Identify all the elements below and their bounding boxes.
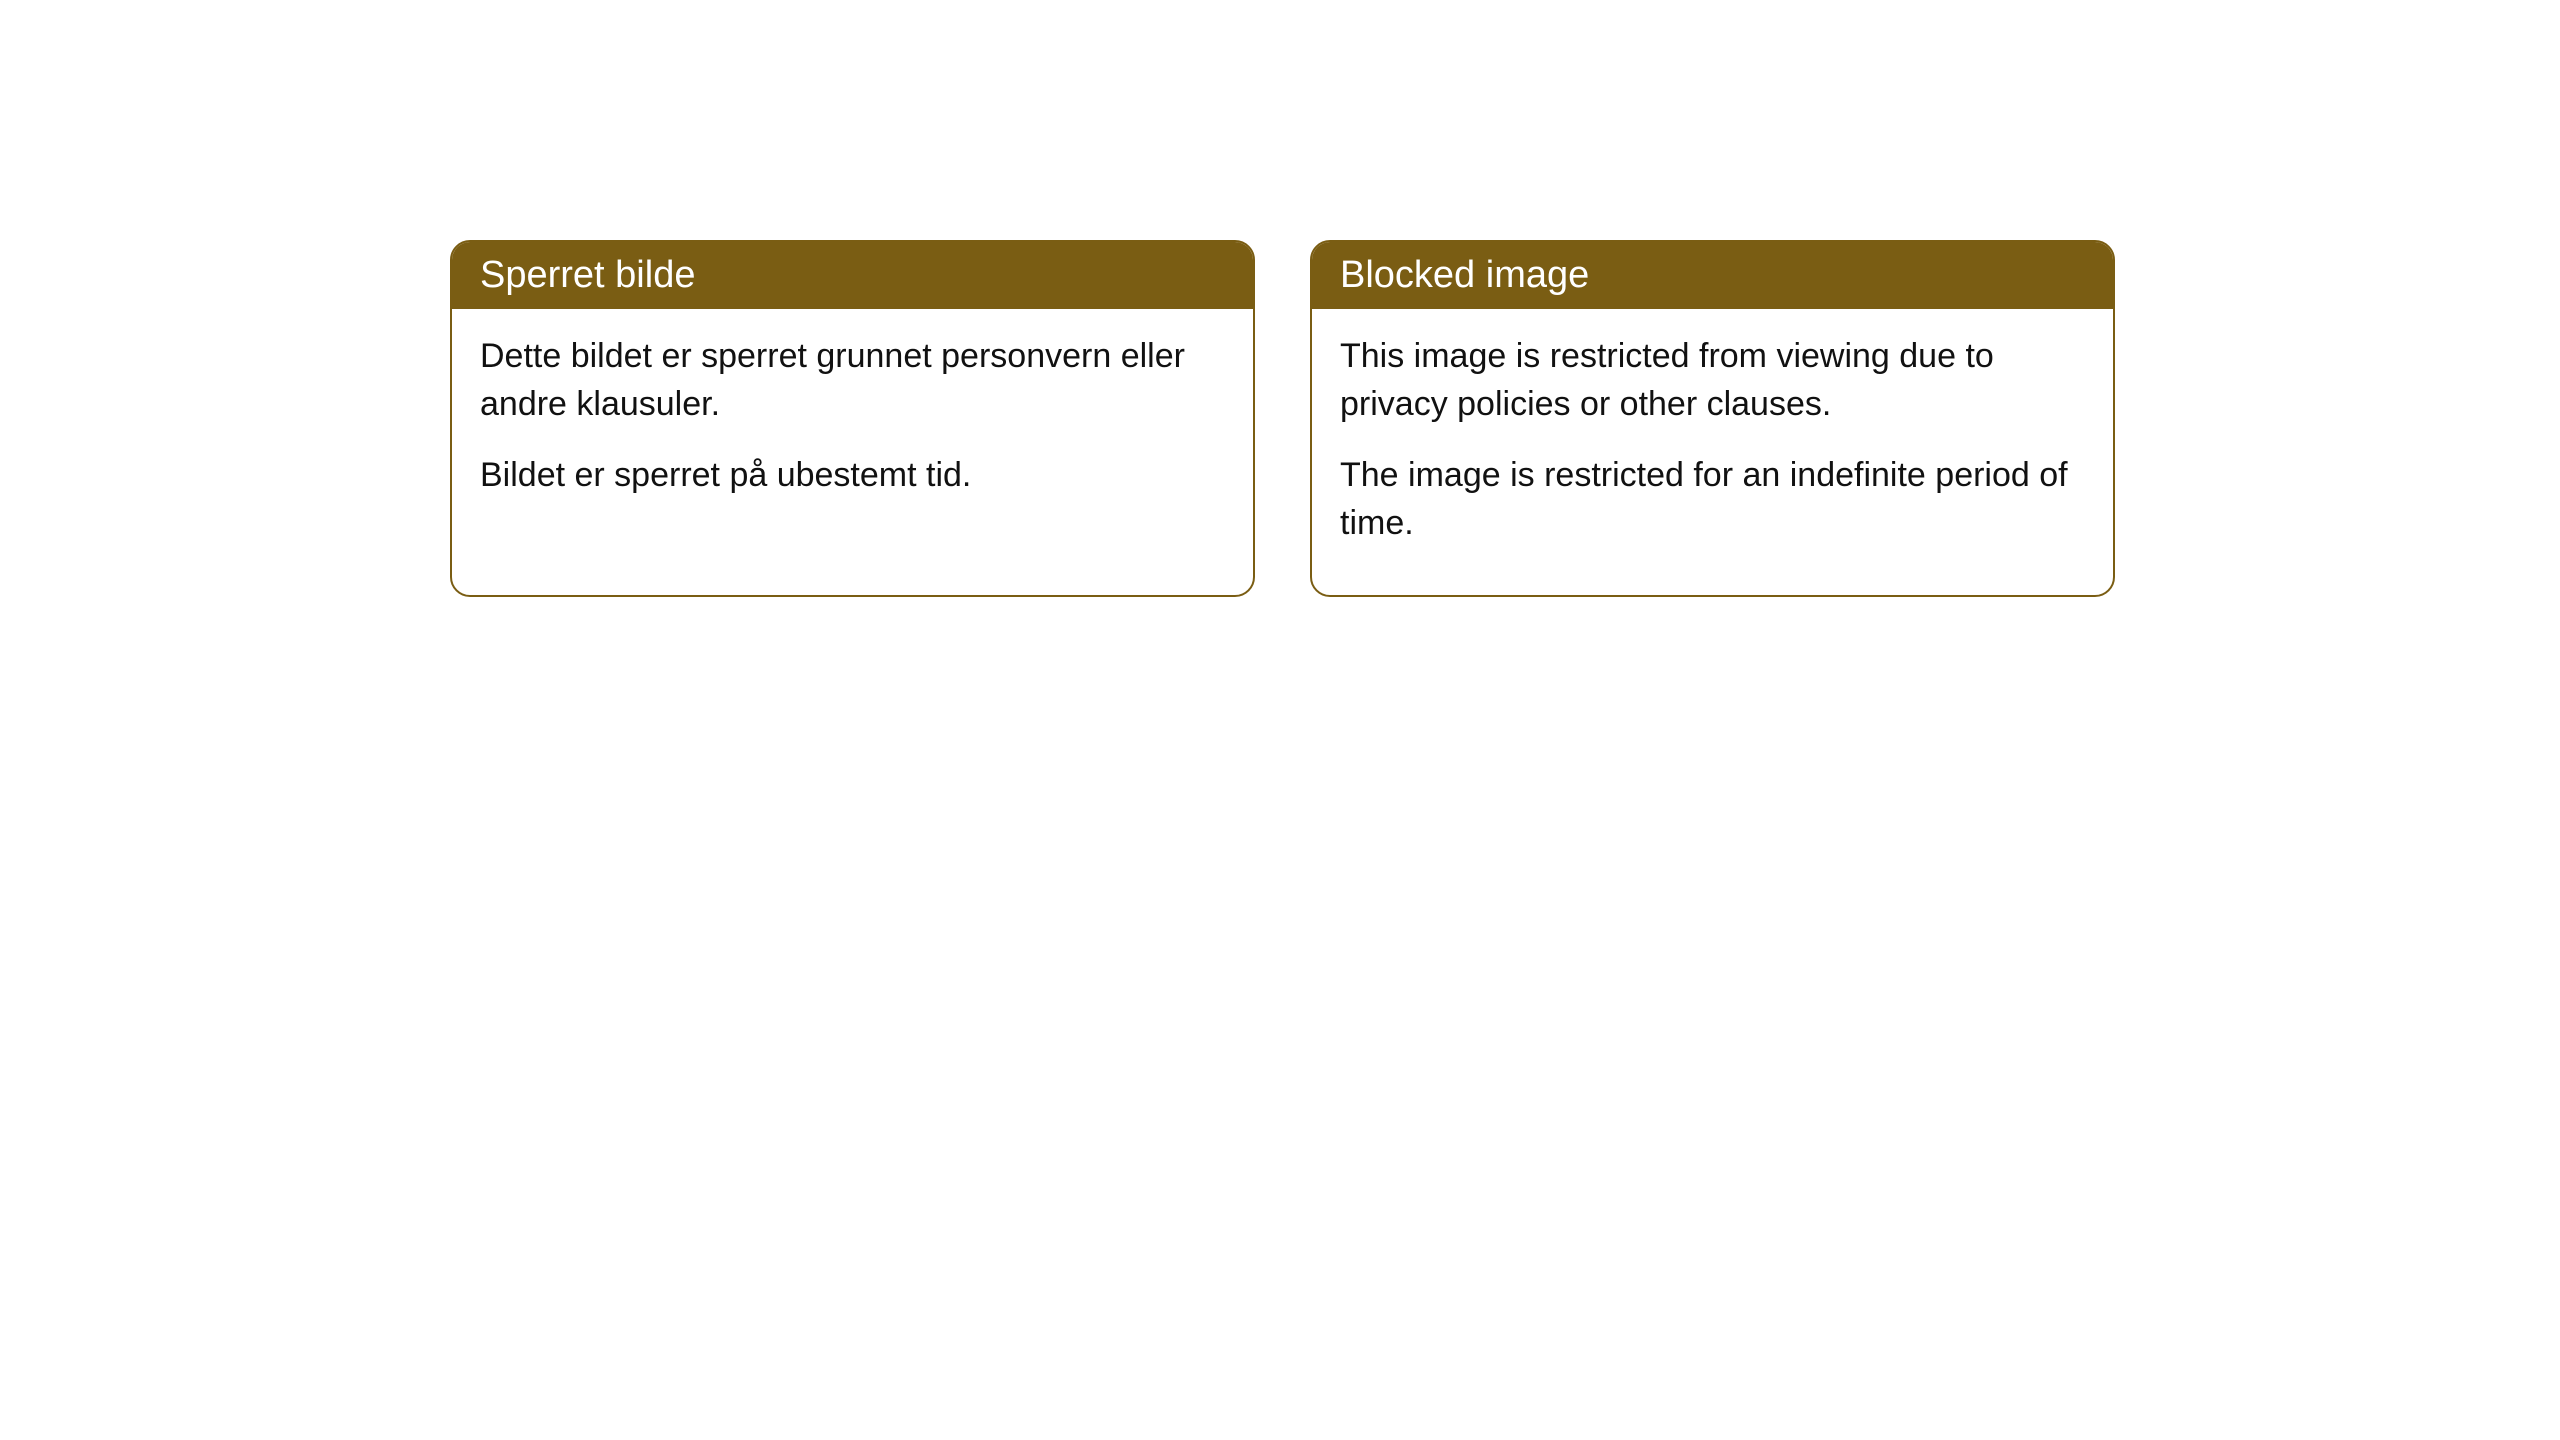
cards-container: Sperret bilde Dette bildet er sperret gr… xyxy=(0,0,2560,597)
card-paragraph-2: Bildet er sperret på ubestemt tid. xyxy=(480,452,1225,500)
card-english: Blocked image This image is restricted f… xyxy=(1310,240,2115,597)
card-paragraph-2: The image is restricted for an indefinit… xyxy=(1340,452,2085,547)
card-header-english: Blocked image xyxy=(1312,242,2113,309)
card-paragraph-1: This image is restricted from viewing du… xyxy=(1340,333,2085,428)
card-paragraph-1: Dette bildet er sperret grunnet personve… xyxy=(480,333,1225,428)
card-norwegian: Sperret bilde Dette bildet er sperret gr… xyxy=(450,240,1255,597)
card-body-english: This image is restricted from viewing du… xyxy=(1312,309,2113,595)
card-body-norwegian: Dette bildet er sperret grunnet personve… xyxy=(452,309,1253,548)
card-header-norwegian: Sperret bilde xyxy=(452,242,1253,309)
